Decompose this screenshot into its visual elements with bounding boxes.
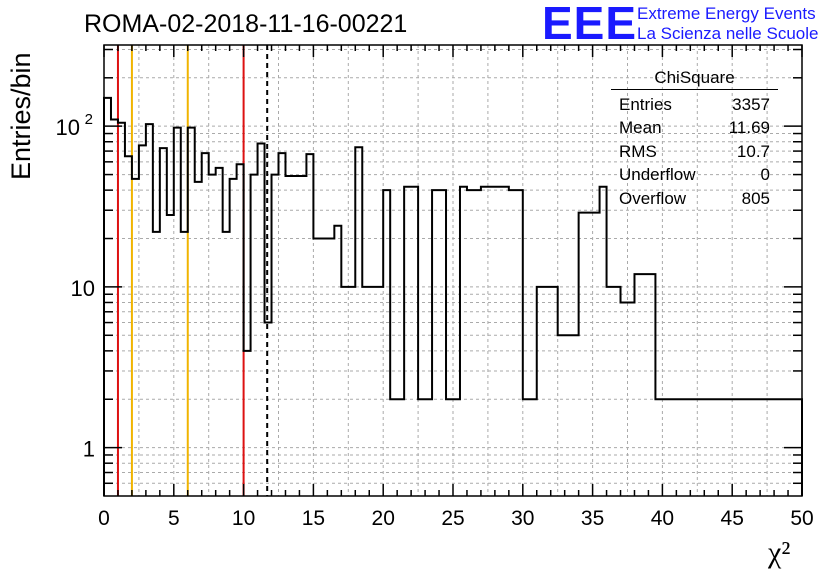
y-tick-label: 10 [71,276,95,301]
stats-value: 10.7 [736,141,770,161]
stats-value: 11.69 [728,118,770,138]
y-tick-label: 10 [56,115,80,140]
stats-label: Mean [619,118,662,138]
stats-value: 805 [741,188,770,208]
logo-subtitle-1: Extreme Energy Events [637,4,816,23]
eee-logo: EEE [542,0,638,49]
reference-lines [116,45,269,496]
stats-label: Underflow [619,165,696,185]
x-tick-label: 40 [651,507,674,530]
stats-row: Underflow 0 [611,163,778,186]
x-axis-label: χ² [768,536,791,569]
stats-row: Overflow 805 [611,187,778,210]
x-tick-label: 0 [98,507,110,530]
stats-value: 0 [760,165,770,185]
y-tick-exponent: 2 [85,111,93,128]
histogram-outline [103,96,803,496]
stats-title: ChiSquare [611,68,778,90]
x-tick-label: 50 [790,507,813,530]
x-tick-label: 30 [511,507,534,530]
chart-title: ROMA-02-2018-11-16-00221 [84,10,408,38]
stats-label: Entries [619,95,672,114]
x-tick-label: 15 [302,507,325,530]
stats-row: RMS 10.7 [611,140,778,163]
stats-box: ChiSquare Entries 3357 Mean 11.69 RMS 10.7 … [611,68,778,210]
y-tick-label: 1 [83,437,95,462]
stats-label: RMS [619,141,657,161]
stats-row: Mean 11.69 [611,116,778,139]
y-axis-label: Entries/bin [6,52,36,180]
x-tick-label: 10 [232,507,255,530]
x-tick-label: 35 [581,507,604,530]
x-tick-label: 45 [721,507,744,530]
x-tick-label: 5 [168,507,180,530]
stats-value: 3357 [732,95,770,114]
stats-label: Overflow [619,188,687,208]
x-tick-label: 25 [441,507,464,530]
x-tick-label: 20 [372,507,395,530]
stats-row: Entries 3357 [611,93,778,116]
logo-subtitle-2: La Scienza nelle Scuole [637,24,819,43]
plot-frame [103,44,803,497]
